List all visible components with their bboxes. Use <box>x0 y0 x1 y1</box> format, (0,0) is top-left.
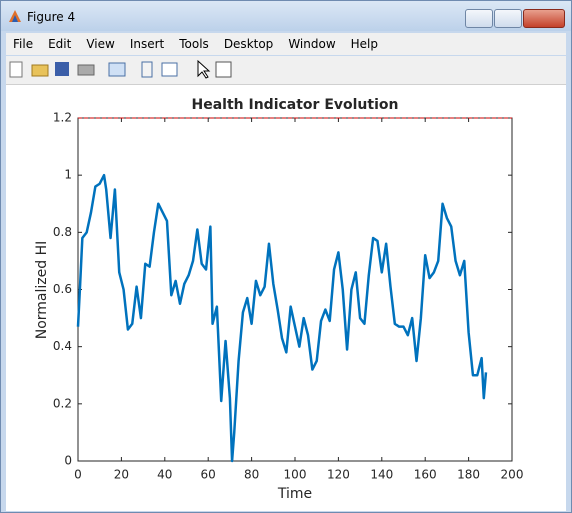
toolbar <box>6 56 566 85</box>
maximize-button[interactable] <box>494 9 522 28</box>
y-tick-label: 1 <box>64 168 72 182</box>
x-tick-label: 80 <box>244 468 259 482</box>
menu-item[interactable]: Help <box>350 37 378 51</box>
legend-icon[interactable] <box>161 62 178 77</box>
x-tick-label: 100 <box>284 468 307 482</box>
toolbar-icons <box>9 59 232 79</box>
x-tick-label: 160 <box>414 468 437 482</box>
colorbar-icon[interactable] <box>141 61 153 78</box>
y-axis-label: Normalized HI <box>34 241 50 340</box>
x-axis-label: Time <box>277 486 312 502</box>
app-icon <box>9 10 21 22</box>
y-tick-label: 0.6 <box>53 282 72 296</box>
menu-item[interactable]: Insert <box>129 37 165 51</box>
title-bar: Figure 4 <box>1 1 571 31</box>
menu-bar: File Edit View Insert Tools Desktop Window Help <box>6 33 566 55</box>
print-icon[interactable] <box>77 64 95 76</box>
chart: Health Indicator Evolution Time Normaliz… <box>6 85 566 511</box>
x-tick-label: 40 <box>157 468 172 482</box>
x-tick-label: 120 <box>327 468 350 482</box>
y-tick-label: 0 <box>64 454 72 468</box>
window-title: Figure 4 <box>27 10 76 24</box>
data-line <box>76 173 488 463</box>
x-tick-label: 140 <box>370 468 393 482</box>
y-tick-label: 1.2 <box>53 111 72 125</box>
close-button[interactable] <box>523 9 565 28</box>
x-tick-label: 20 <box>114 468 129 482</box>
y-tick-label: 0.8 <box>53 225 72 239</box>
minimize-button[interactable] <box>465 9 493 28</box>
x-tick-label: 0 <box>74 468 82 482</box>
menu-item[interactable]: File <box>13 37 34 51</box>
new-icon[interactable] <box>9 61 23 78</box>
link-icon[interactable] <box>108 62 126 77</box>
pointer-icon[interactable] <box>197 59 211 79</box>
chart-title: Health Indicator Evolution <box>192 97 399 113</box>
menu-item[interactable]: Desktop <box>223 37 274 51</box>
y-tick-label: 0.4 <box>53 339 72 353</box>
menu-item[interactable]: View <box>86 37 115 51</box>
menu-item[interactable]: Window <box>288 37 336 51</box>
x-tick-label: 200 <box>501 468 524 482</box>
x-tick-label: 180 <box>457 468 480 482</box>
menu-item[interactable]: Edit <box>48 37 72 51</box>
x-tick-label: 60 <box>201 468 216 482</box>
save-icon[interactable] <box>55 62 69 76</box>
y-tick-label: 0.2 <box>53 396 72 410</box>
open-icon[interactable] <box>31 64 49 77</box>
plot-tools-icon[interactable] <box>215 61 232 78</box>
menu-item[interactable]: Tools <box>179 37 209 51</box>
